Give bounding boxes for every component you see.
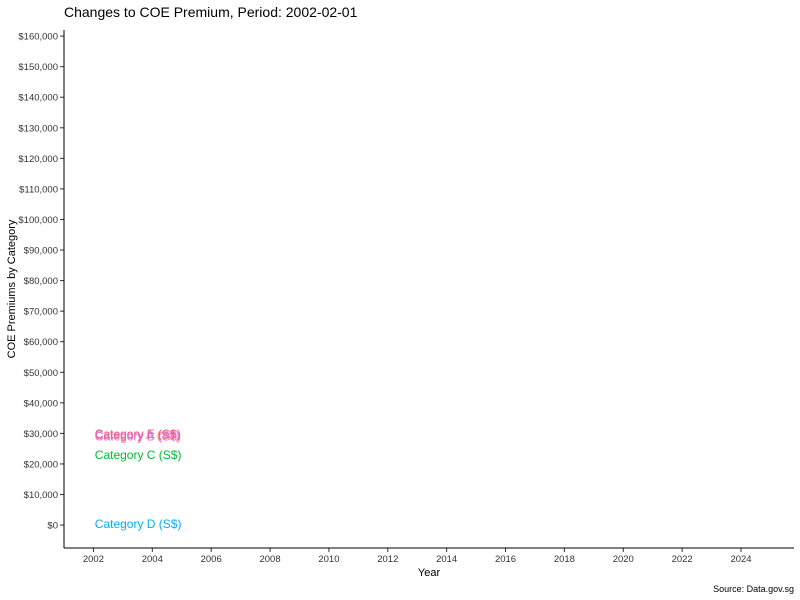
x-tick-label: 2024: [730, 554, 751, 565]
y-tick-label: $60,000: [24, 337, 58, 348]
series-label: Category D (S$): [95, 517, 182, 531]
x-tick-label: 2002: [83, 554, 104, 565]
series-label: Category C (S$): [95, 448, 182, 462]
x-tick-label: 2020: [613, 554, 634, 565]
x-tick-label: 2008: [259, 554, 280, 565]
series-point: [95, 435, 97, 437]
y-tick-label: $160,000: [18, 32, 58, 43]
chart-title: Changes to COE Premium, Period: 2002-02-…: [64, 4, 358, 20]
y-tick-label: $70,000: [24, 307, 58, 318]
y-tick-label: $0: [47, 521, 58, 532]
x-tick-label: 2014: [436, 554, 457, 565]
y-tick-label: $120,000: [18, 154, 58, 165]
y-axis-title: COE Premiums by Category: [6, 219, 18, 358]
x-tick-label: 2016: [495, 554, 516, 565]
y-tick-label: $40,000: [24, 398, 58, 409]
series-point: [95, 454, 97, 456]
x-tick-label: 2010: [318, 554, 339, 565]
y-tick-label: $110,000: [19, 184, 58, 195]
x-tick-label: 2018: [554, 554, 575, 565]
y-tick-label: $30,000: [24, 429, 58, 440]
y-tick-label: $100,000: [18, 215, 58, 226]
series-label: Category A (S$): [95, 428, 180, 442]
y-axis: $0 $10,000 $20,000 $30,000 $40,000 $50,000 $60…: [18, 32, 64, 532]
x-tick-label: 2022: [672, 554, 693, 565]
series-labels: Category A (S$)Category B (S$) Category C…: [95, 427, 182, 531]
y-tick-label: $90,000: [24, 246, 58, 257]
series-point: [95, 434, 97, 436]
series-label: Category B (S$): [95, 429, 181, 443]
y-tick-label: $80,000: [24, 276, 58, 287]
x-axis-title: Year: [418, 567, 441, 579]
x-tick-label: 2012: [377, 554, 398, 565]
y-tick-label: $130,000: [18, 123, 58, 134]
series-point: [95, 433, 97, 435]
x-tick-label: 2006: [201, 554, 222, 565]
x-axis: 2002 2004 2006 2008 2010 2012 2014 2016 2018 2020…: [83, 548, 752, 565]
y-tick-label: $50,000: [24, 368, 58, 379]
y-tick-label: $140,000: [18, 93, 58, 104]
series-label: Category E (S$): [95, 427, 181, 441]
y-tick-label: $20,000: [24, 459, 58, 470]
x-tick-label: 2004: [142, 554, 163, 565]
series-point: [95, 523, 97, 525]
y-tick-label: $10,000: [24, 490, 58, 501]
source-caption: Source: Data.gov.sg: [713, 584, 794, 594]
y-tick-label: $150,000: [18, 62, 58, 73]
